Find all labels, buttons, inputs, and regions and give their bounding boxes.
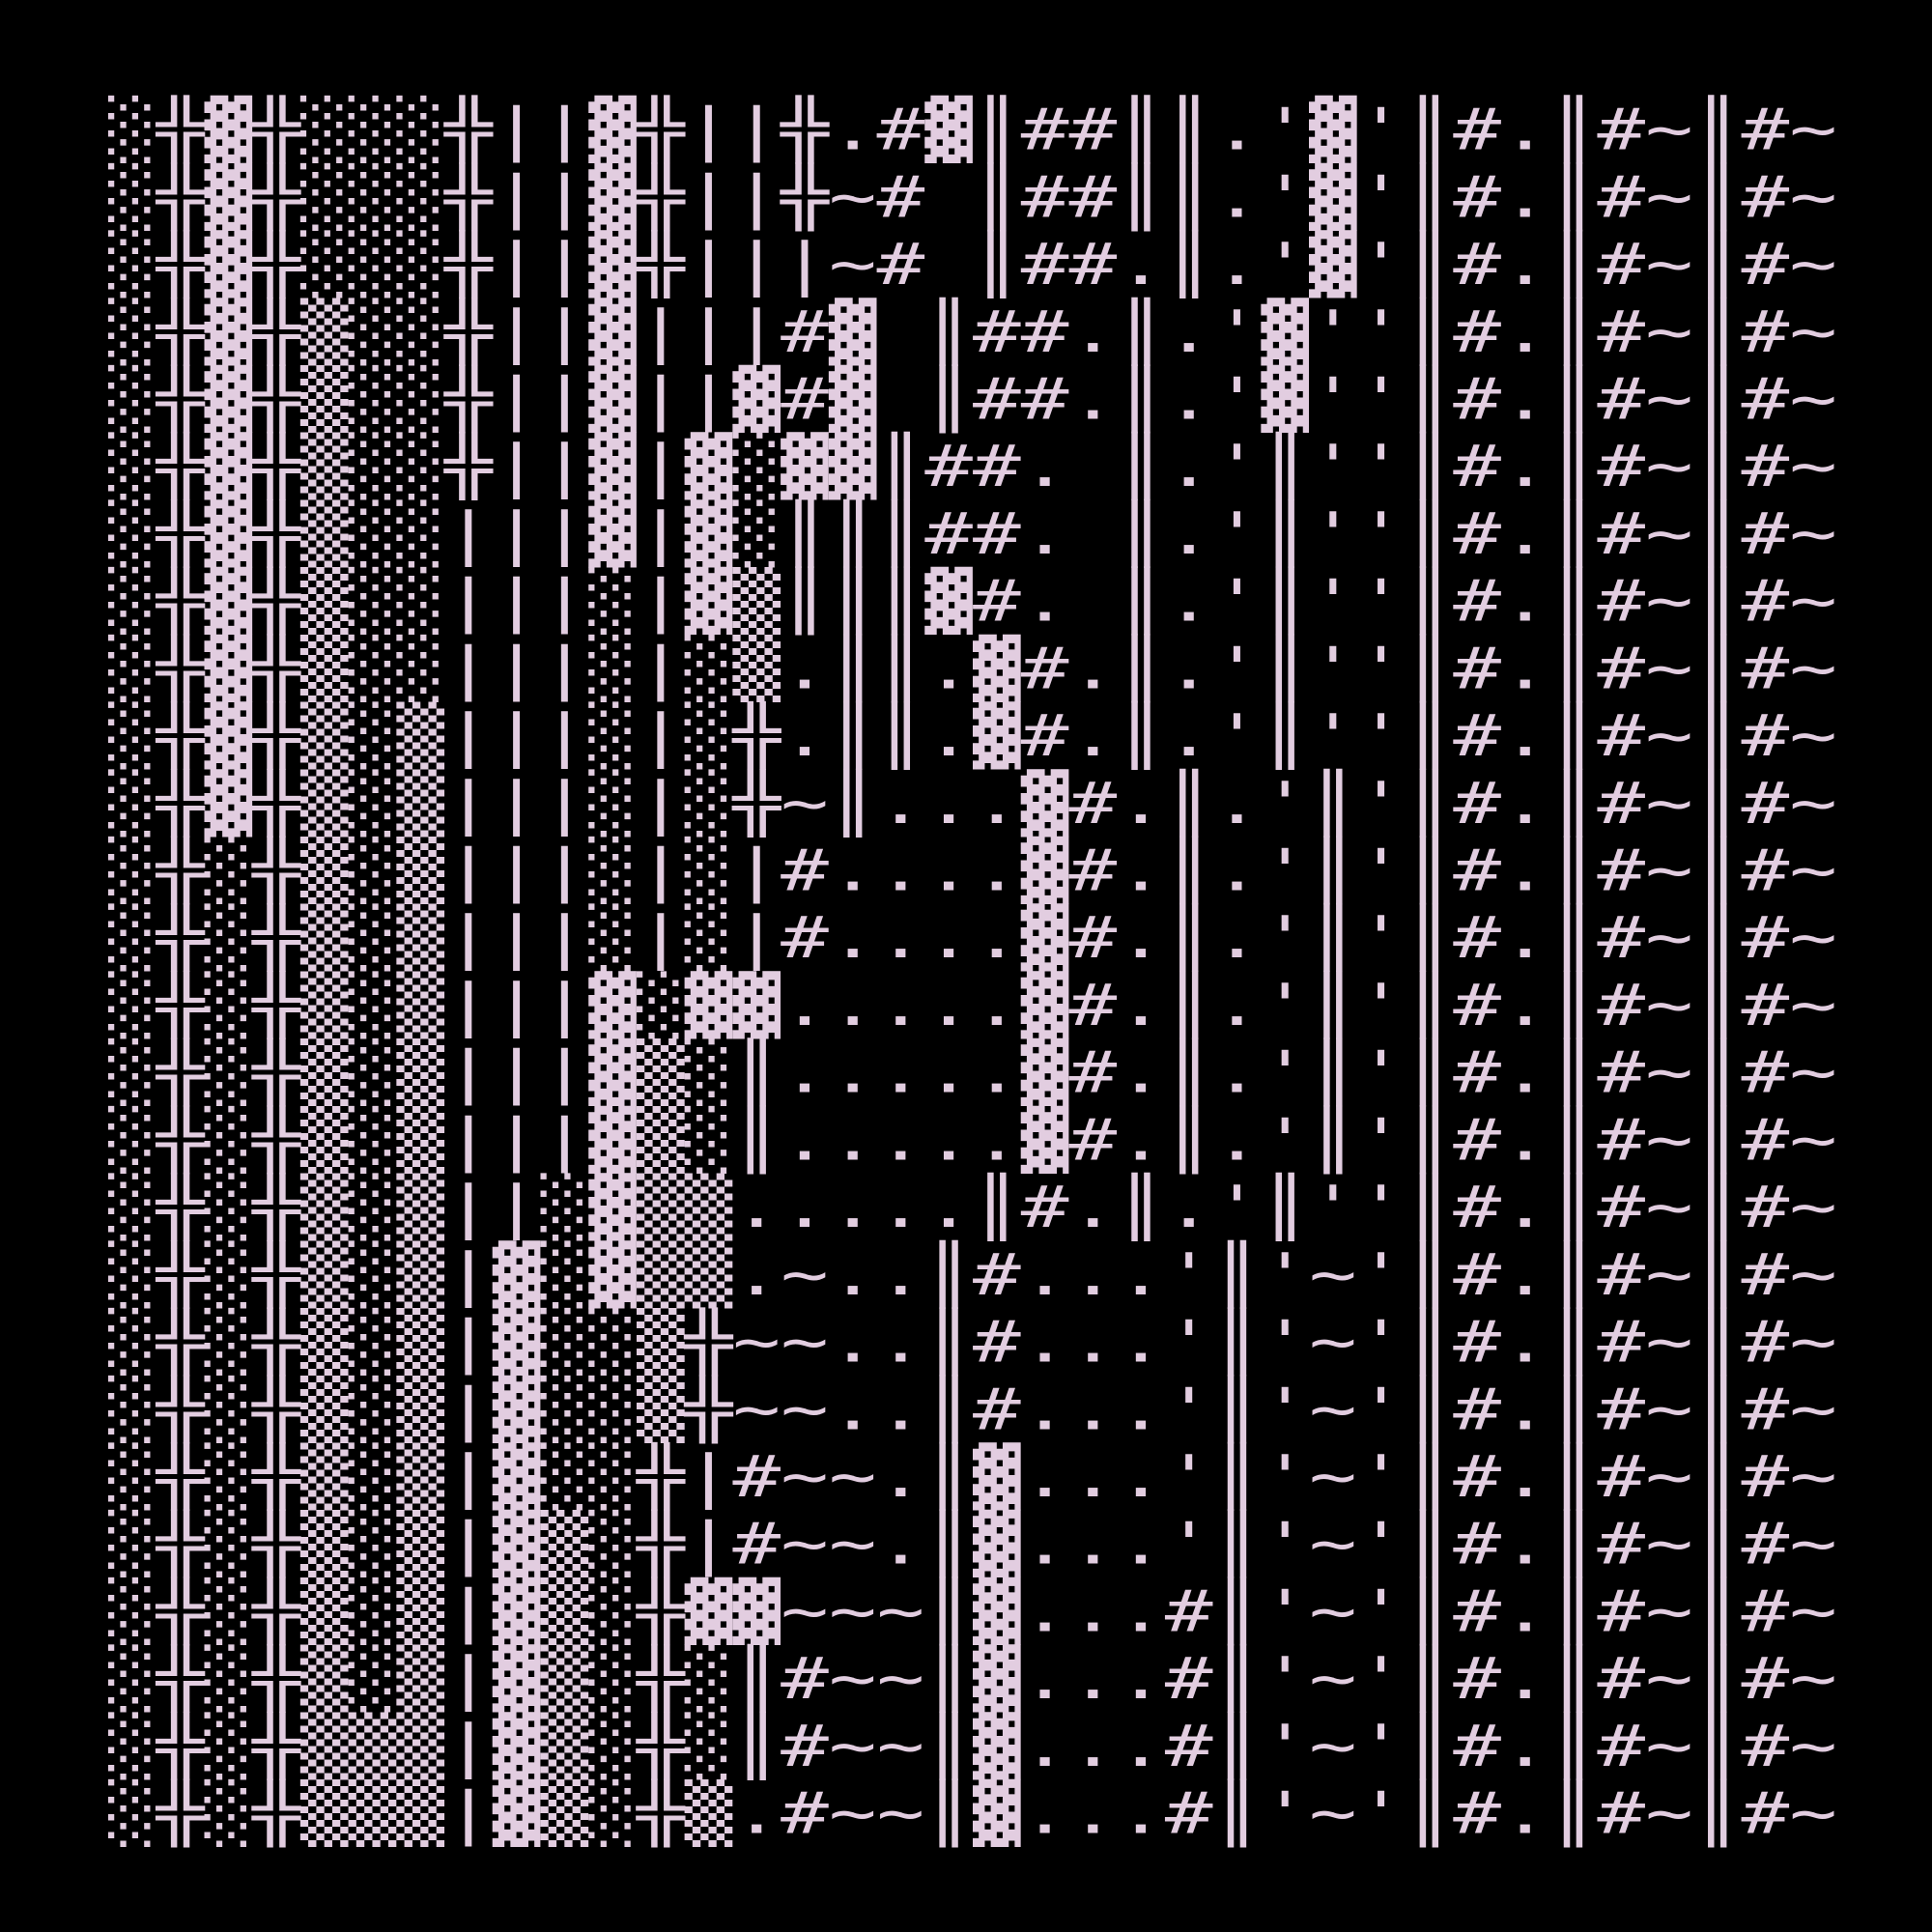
ascii-row: ░╬▓╬▒░░╬||▓|||#▓ ║##.║.'▓''║#.║#~║#~ xyxy=(108,297,1837,367)
ascii-row: ░╬▓╬▒░░|||░|▓▒║║║▓#. ║.'║''║#.║#~║#~ xyxy=(108,566,1837,637)
ascii-row: ░╬▓╬▒░░╬||▓||▓#▓ ║##.║.'▓''║#.║#~║#~ xyxy=(108,363,1837,434)
ascii-row: ░╬░╬▒░▒|||░|░|#....▓#.║.'║'║#.║#~║#~ xyxy=(108,836,1837,906)
ascii-row: ░╬▓╬▒░░╬||▓|▓░▓▓║##. ║.'║''║#.║#~║#~ xyxy=(108,431,1837,501)
ascii-row: ░╬▓╬░░░╬||▓╬|||~# ║##.║.'▓'║#.║#~║#~ xyxy=(108,229,1837,299)
ascii-row: ░╬░╬▒░▒|||▓░▓▓.....▓#.║.'║'║#.║#~║#~ xyxy=(108,970,1837,1040)
ascii-row: ░╬░╬▒░▒|▓░░╬|#~~.║▓...'║'~'║#.║#~║#~ xyxy=(108,1441,1837,1512)
ascii-row: ░╬▓╬░░░╬||▓╬||╬~# ║##║║.'▓'║#.║#~║#~ xyxy=(108,161,1837,232)
ascii-row: ░╬▓╬▒░▒|||░|░╬~║...▓#.║.'║'║#.║#~║#~ xyxy=(108,768,1837,838)
ascii-row: ░╬▓╬▒░░|||░|░▒.║║.▓#.║.'║''║#.║#~║#~ xyxy=(108,633,1837,703)
ascii-row: ░╬░╬▒░▒|||░|░|#....▓#.║.'║'║#.║#~║#~ xyxy=(108,902,1837,973)
ascii-row: ░╬░╬▒░▒|▓░▓▒▒.~..║#...'║'~'║#.║#~║#~ xyxy=(108,1239,1837,1310)
ascii-row: ░╬░╬▒░▒|▓░░▒╬~~..║#...'║'~'║#.║#~║#~ xyxy=(108,1374,1837,1444)
ascii-row: ░╬░╬▒░▒|▓░░▒╬~~..║#...'║'~'║#.║#~║#~ xyxy=(108,1307,1837,1378)
ascii-row: ░╬▓╬▒░░|||▓|▓░║║║##. ║.'║''║#.║#~║#~ xyxy=(108,498,1837,569)
ascii-row: ░╬░╬▒▒▒|▓▒░╬▒.#~~║▓...#║'~'║#.║#~║#~ xyxy=(108,1778,1837,1849)
ascii-row: ░╬░╬▒░▒|||▓▒░║.....▓#.║.'║'║#.║#~║#~ xyxy=(108,1104,1837,1175)
ascii-row: ░╬░╬▒░▒|||▓▒░║.....▓#.║.'║'║#.║#~║#~ xyxy=(108,1037,1837,1108)
ascii-row: ░╬░╬▒▒▒|▓▒░╬░║#~~║▓...#║'~'║#.║#~║#~ xyxy=(108,1711,1837,1781)
ascii-row: ░╬░╬▒░▒|▓▒░╬▓▓~~~║▓...#║'~'║#.║#~║#~ xyxy=(108,1576,1837,1646)
ascii-row: ░╬▓╬░░░╬||▓╬||╬.#▓║##║║.'▓'║#.║#~║#~ xyxy=(108,95,1837,165)
ascii-row: ░╬░╬▒░▒|▓▒░╬|#~~.║▓...'║'~'║#.║#~║#~ xyxy=(108,1509,1837,1579)
ascii-row: ░╬▓╬▒░▒|||░|░╬.║║.▓#.║.'║''║#.║#~║#~ xyxy=(108,700,1837,771)
ascii-row: ░╬░╬▒░▒|▓▒░╬░║#~~║▓...#║'~'║#.║#~║#~ xyxy=(108,1643,1837,1714)
ascii-row: ░╬░╬▒░▒||░▓▒▒.....║#.║.'║''║#.║#~║#~ xyxy=(108,1172,1837,1242)
